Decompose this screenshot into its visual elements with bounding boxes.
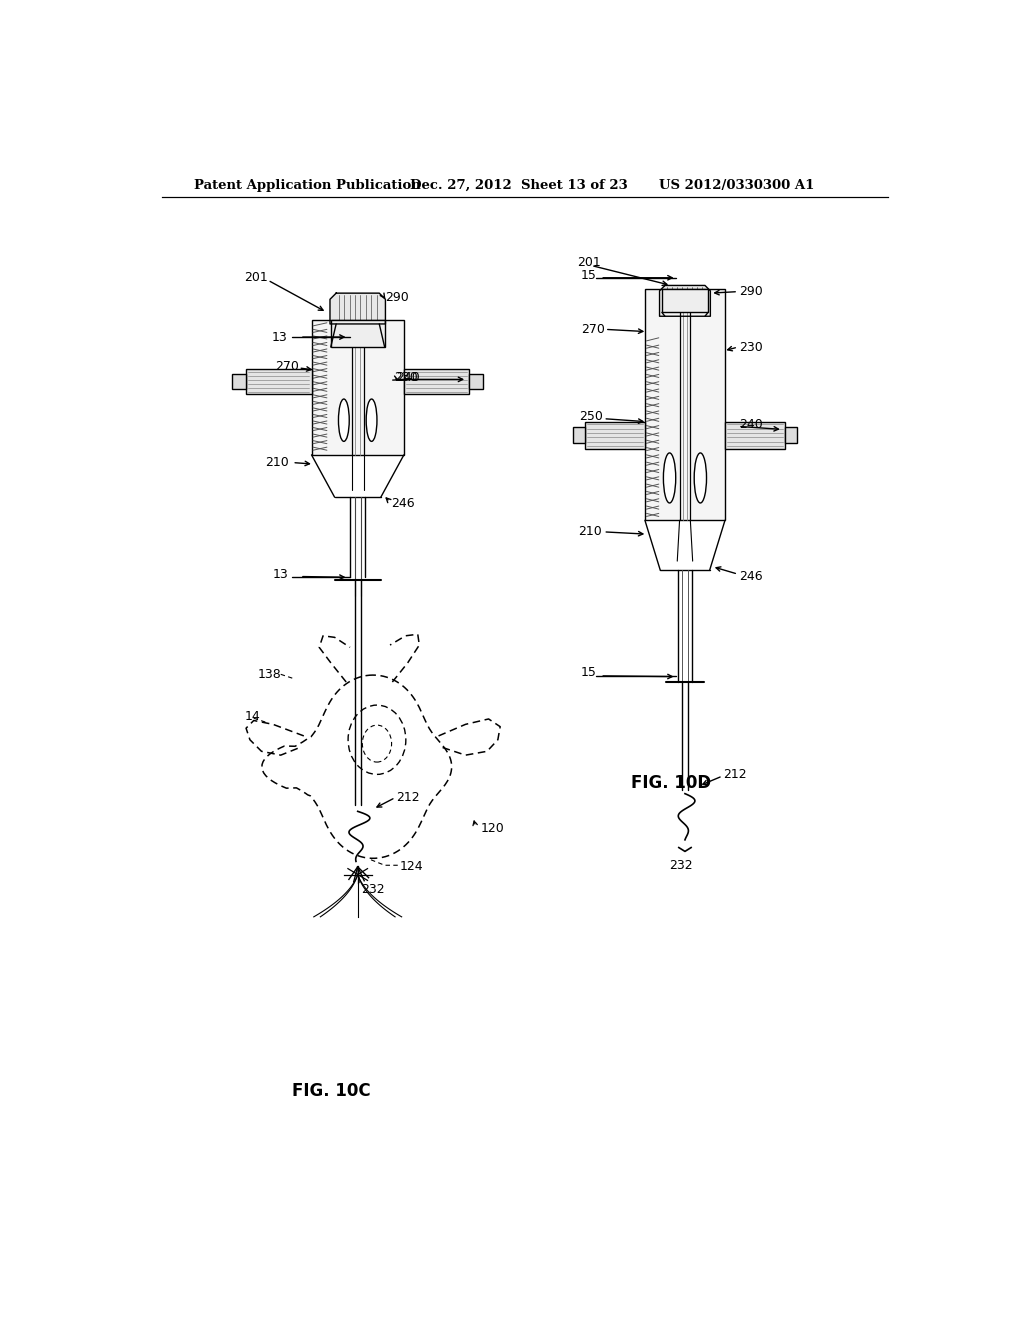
Text: 212: 212: [396, 791, 420, 804]
Text: 13: 13: [272, 568, 288, 581]
Bar: [246, 370, 311, 395]
Text: 201: 201: [578, 256, 601, 269]
Text: 210: 210: [578, 525, 602, 539]
Text: 232: 232: [670, 859, 693, 871]
Ellipse shape: [367, 399, 377, 441]
Text: 230: 230: [394, 371, 418, 384]
Ellipse shape: [664, 453, 676, 503]
Text: 290: 290: [385, 290, 409, 304]
Text: 210: 210: [265, 455, 289, 469]
Text: 15: 15: [581, 269, 597, 282]
Text: 14: 14: [245, 710, 260, 723]
Text: 250: 250: [579, 409, 602, 422]
Text: 240: 240: [739, 417, 763, 430]
Bar: [232, 374, 246, 389]
Text: 232: 232: [361, 883, 385, 896]
Bar: [645, 289, 725, 520]
Text: 230: 230: [739, 341, 763, 354]
Text: Patent Application Publication: Patent Application Publication: [194, 178, 421, 191]
Text: FIG. 10C: FIG. 10C: [292, 1082, 371, 1101]
Text: 120: 120: [481, 822, 505, 834]
Text: 246: 246: [391, 496, 415, 510]
Text: 290: 290: [739, 285, 763, 298]
Bar: [585, 422, 645, 449]
Bar: [785, 428, 798, 444]
Bar: [403, 370, 469, 395]
Text: 240: 240: [396, 371, 420, 384]
Text: 13: 13: [271, 330, 287, 343]
Text: 270: 270: [581, 323, 605, 335]
Text: 15: 15: [581, 667, 597, 680]
Text: Dec. 27, 2012  Sheet 13 of 23: Dec. 27, 2012 Sheet 13 of 23: [411, 178, 628, 191]
Bar: [311, 321, 403, 455]
Text: 246: 246: [739, 570, 763, 583]
Polygon shape: [659, 285, 711, 317]
Ellipse shape: [694, 453, 707, 503]
Polygon shape: [330, 293, 385, 323]
Text: 201: 201: [245, 271, 268, 284]
Text: US 2012/0330300 A1: US 2012/0330300 A1: [658, 178, 814, 191]
Text: FIG. 10D: FIG. 10D: [631, 775, 711, 792]
Text: 138: 138: [258, 668, 282, 681]
Bar: [331, 321, 385, 347]
Text: 124: 124: [400, 861, 424, 874]
Bar: [469, 374, 483, 389]
Text: 212: 212: [724, 768, 748, 781]
Bar: [662, 289, 708, 313]
Bar: [725, 422, 785, 449]
Ellipse shape: [339, 399, 349, 441]
Bar: [572, 428, 585, 444]
Text: 270: 270: [275, 360, 299, 372]
